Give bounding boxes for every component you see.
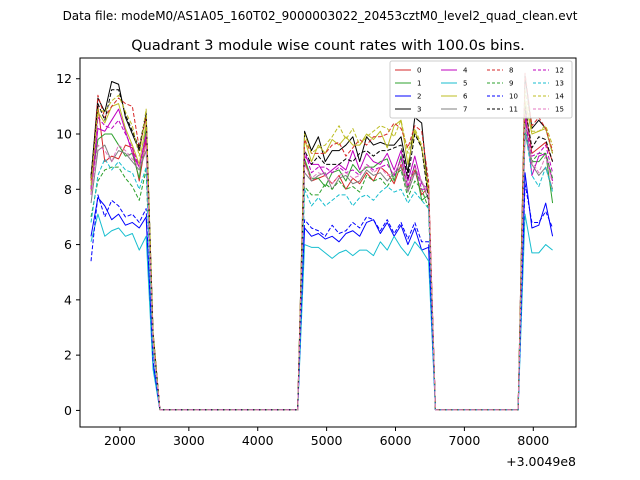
x-tick-label: 6000 [380,433,412,448]
x-tick-label: 5000 [311,433,343,448]
legend-label: 5 [463,80,467,88]
y-tick-label: 12 [56,71,72,86]
y-tick-label: 0 [64,403,72,418]
legend-label: 14 [555,93,564,101]
legend-label: 0 [417,67,421,75]
y-axis: 0 2 4 6 8 10 12 [56,71,80,418]
chart-title: Quadrant 3 module wise count rates with … [131,38,525,54]
legend-box [389,60,573,119]
x-axis-offset-label: +3.0049e8 [506,454,576,469]
legend-label: 9 [509,80,513,88]
y-tick-label: 8 [64,182,72,197]
series-line-6 [90,100,554,411]
x-axis: 2000 3000 4000 5000 6000 7000 8000 [104,427,549,448]
series-line-5 [90,213,553,411]
x-tick-label: 4000 [242,433,274,448]
legend-label: 15 [555,106,564,114]
legend-label: 3 [417,106,421,114]
y-tick-label: 6 [64,237,72,252]
series-line-2 [90,172,554,411]
legend-label: 2 [417,93,421,101]
x-tick-label: 3000 [173,433,205,448]
legend-label: 11 [509,106,518,114]
x-tick-label: 2000 [104,433,136,448]
series-line-4 [90,108,554,411]
y-tick-label: 4 [64,292,72,307]
legend-label: 10 [509,93,518,101]
series-line-12 [90,116,554,411]
axes-frame [79,57,577,428]
series-line-8 [90,72,554,411]
series-line-9 [90,122,554,411]
y-tick-label: 10 [56,127,72,142]
legend-label: 13 [555,80,564,88]
series-line-13 [90,127,554,411]
plot-lines [90,72,554,411]
series-line-7 [90,133,554,411]
x-tick-label: 7000 [448,433,480,448]
legend-label: 8 [509,67,513,75]
x-tick-label: 8000 [517,433,549,448]
series-line-0 [90,105,554,411]
series-line-15 [90,125,554,411]
legend-label: 4 [463,67,468,75]
legend-label: 12 [555,67,564,75]
y-tick-label: 2 [64,348,72,363]
legend-label: 1 [417,80,421,88]
series-line-3 [90,75,554,411]
chart-suptitle: Data file: modeM0/AS1A05_160T02_90000030… [63,9,578,23]
series-line-10 [90,183,554,411]
legend-label: 7 [463,106,467,114]
legend-label: 6 [463,93,468,101]
